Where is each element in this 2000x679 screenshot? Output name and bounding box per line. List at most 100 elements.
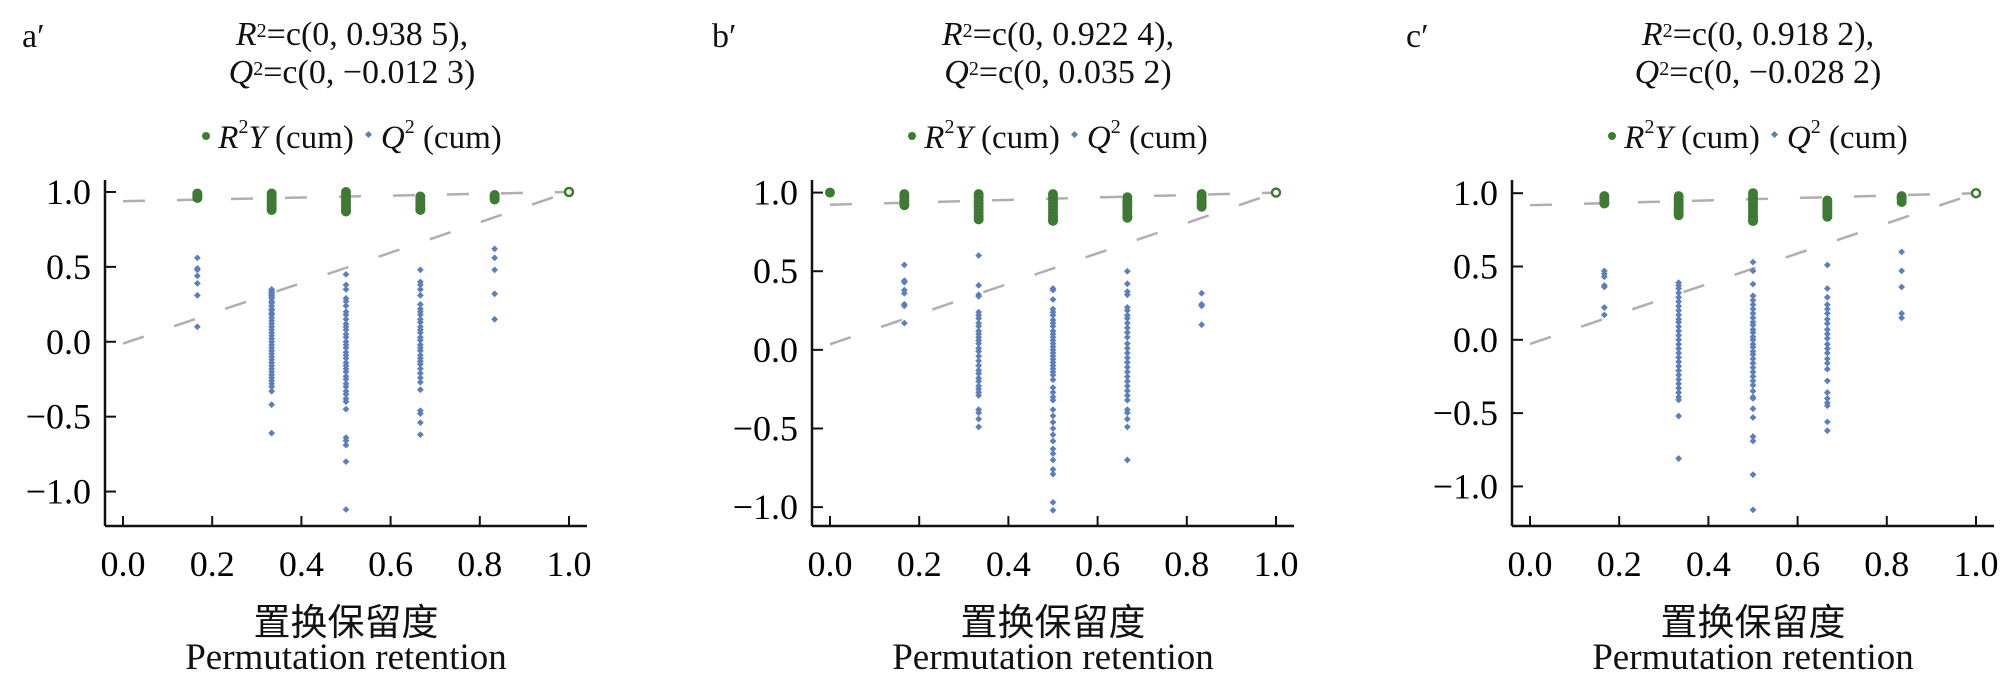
q2-point: [1049, 322, 1057, 330]
q2-point: [1049, 499, 1057, 506]
r2y-legend-marker-icon: [202, 132, 211, 141]
legend-q2-text: (cum): [1120, 120, 1208, 156]
q2-point: [1823, 377, 1831, 385]
q2-point: [1123, 354, 1131, 362]
q2-point: [416, 318, 424, 326]
q2-point: [1049, 376, 1057, 384]
q2-point: [1123, 280, 1131, 288]
x-axis-title-en: Permutation retention: [185, 637, 507, 678]
q2-point: [975, 362, 983, 369]
q2-point: [1823, 305, 1831, 313]
q2-point: [1823, 301, 1831, 309]
q2-point: [193, 266, 201, 274]
q2-point: [1749, 381, 1757, 389]
q2-point: [1675, 289, 1683, 297]
q2-point: [1123, 344, 1131, 352]
q2-point: [1749, 296, 1757, 304]
x-tick-label: 0.2: [897, 544, 942, 584]
r2y-point: [341, 206, 351, 217]
legend-r2y-var2: Y: [954, 120, 973, 156]
title-text: =c(0, −0.028 2): [1669, 54, 1882, 91]
q2-point: [416, 266, 424, 274]
x-tick-label: 0.6: [1075, 544, 1120, 584]
x-tick-label: 0.8: [457, 544, 502, 584]
q2-point: [1675, 384, 1683, 392]
panel-title: R2=c(0, 0.938 5), Q2=c(0, −0.012 3): [102, 16, 602, 92]
q2-point: [1675, 302, 1683, 310]
q2-point: [1749, 336, 1757, 344]
title-var: R: [1641, 16, 1663, 53]
q2-point: [491, 254, 499, 262]
q2-point: [1049, 296, 1057, 303]
q2-point: [975, 252, 983, 259]
q2-point: [1049, 371, 1057, 379]
q2-point: [1049, 311, 1057, 319]
x-tick-label: 0.4: [1686, 544, 1731, 584]
q2-point: [1123, 368, 1131, 376]
q2-point: [1823, 310, 1831, 317]
q2-point: [491, 315, 499, 323]
title-sup: 2: [968, 58, 979, 80]
q2-point: [1675, 371, 1683, 379]
q2-point: [1049, 418, 1057, 426]
q2-point: [1898, 267, 1906, 275]
legend-r2y-text: (cum): [266, 120, 354, 156]
q2-point: [1049, 450, 1057, 458]
panel-label: b′: [712, 18, 737, 55]
q2-point: [1749, 471, 1757, 479]
q2-point: [1749, 321, 1757, 329]
title-q2-line: Q2=c(0, −0.028 2): [1508, 54, 2000, 92]
title-sup: 2: [256, 20, 267, 42]
title-text: =c(0, −0.012 3): [263, 54, 476, 91]
q2-point: [1749, 310, 1757, 317]
title-var: Q: [1634, 54, 1660, 91]
y-tick-label: 0.5: [1453, 247, 1498, 287]
q2-point: [416, 336, 424, 344]
q2-point: [975, 292, 983, 300]
q2-point: [1675, 293, 1683, 301]
q2-point: [1675, 353, 1683, 361]
q2-point: [342, 302, 350, 310]
q2-point: [1823, 326, 1831, 333]
legend-r2y-sup: 2: [944, 116, 955, 138]
q2-point: [1675, 332, 1683, 339]
legend-r2y-var2: Y: [1654, 120, 1673, 156]
q2-point: [342, 285, 350, 293]
legend-q2-var: Q: [1786, 120, 1811, 156]
q2-point: [1123, 333, 1131, 341]
panel-label: a′: [22, 18, 45, 55]
y-tick-label: −1.0: [733, 487, 798, 527]
q2-point: [1198, 321, 1206, 329]
x-tick-label: 0.8: [1164, 544, 1209, 584]
q2-point: [1749, 267, 1757, 275]
q2-point: [975, 357, 983, 365]
q2-point: [342, 458, 350, 465]
q2-point: [1123, 373, 1131, 380]
x-axis-title-en: Permutation retention: [892, 637, 1214, 678]
q2-point: [416, 419, 424, 427]
x-tick-label: 0.4: [986, 544, 1031, 584]
q2-point: [1898, 248, 1906, 256]
legend-q2-text: (cum): [414, 120, 502, 156]
q2-point: [342, 281, 350, 289]
r2y-point: [899, 200, 910, 211]
x-axis-title-en: Permutation retention: [1592, 637, 1914, 678]
q2-point: [1898, 283, 1906, 291]
q2-point: [1123, 349, 1131, 357]
legend-r2y-sup: 2: [238, 116, 249, 138]
legend: R2Y (cum) Q2 (cum): [1498, 116, 2000, 157]
q2-point: [1123, 329, 1131, 336]
r2y-point: [192, 192, 203, 203]
q2-point: [342, 368, 350, 376]
title-text: =c(0, 0.918 2),: [1672, 16, 1875, 53]
q2-point: [1123, 363, 1131, 371]
q2-point: [1123, 409, 1131, 417]
q2-point: [416, 365, 424, 373]
legend: R2Y (cum) Q2 (cum): [92, 116, 612, 157]
x-tick-label: 0.6: [368, 544, 413, 584]
q2-point: [1749, 506, 1757, 514]
q2-point: [1823, 330, 1831, 338]
q2-point: [1049, 465, 1057, 473]
q2-point: [975, 340, 983, 347]
q2-point: [1198, 302, 1206, 310]
